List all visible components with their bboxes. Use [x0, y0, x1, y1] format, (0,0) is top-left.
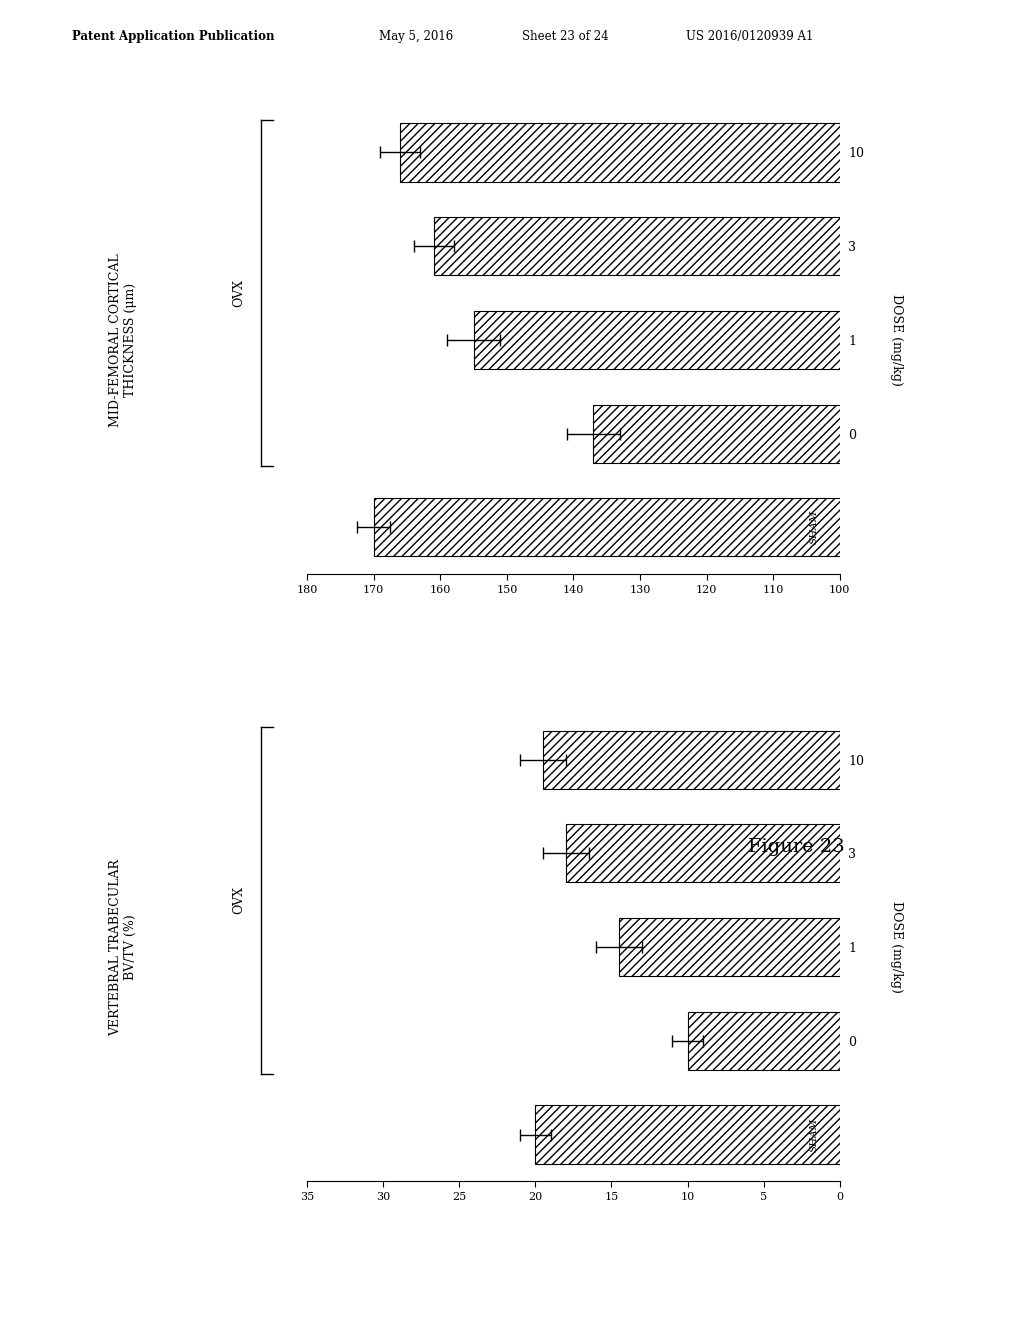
- Bar: [687, 1011, 840, 1071]
- Text: Patent Application Publication: Patent Application Publication: [72, 30, 274, 44]
- Text: VERTEBRAL TRABECULAR
BV/TV (%): VERTEBRAL TRABECULAR BV/TV (%): [109, 858, 137, 1036]
- Text: May 5, 2016: May 5, 2016: [379, 30, 454, 44]
- Text: SHAM: SHAM: [809, 1118, 818, 1151]
- Text: Sheet 23 of 24: Sheet 23 of 24: [522, 30, 609, 44]
- Text: OVX: OVX: [232, 886, 245, 915]
- Text: MID-FEMORAL CORTICAL
THICKNESS (μm): MID-FEMORAL CORTICAL THICKNESS (μm): [109, 253, 137, 426]
- Bar: [593, 404, 1024, 463]
- Text: Figure 23: Figure 23: [748, 838, 844, 857]
- Text: SHAM: SHAM: [809, 511, 818, 544]
- Bar: [434, 216, 1024, 276]
- Bar: [473, 310, 1024, 370]
- Bar: [566, 824, 840, 883]
- Bar: [400, 123, 1024, 182]
- Y-axis label: DOSE (mg/kg): DOSE (mg/kg): [890, 902, 903, 993]
- Text: US 2016/0120939 A1: US 2016/0120939 A1: [686, 30, 813, 44]
- Bar: [374, 498, 1024, 557]
- Text: OVX: OVX: [232, 279, 245, 308]
- Bar: [536, 1105, 840, 1164]
- Y-axis label: DOSE (mg/kg): DOSE (mg/kg): [890, 294, 903, 385]
- Bar: [620, 917, 840, 977]
- Bar: [543, 730, 840, 789]
